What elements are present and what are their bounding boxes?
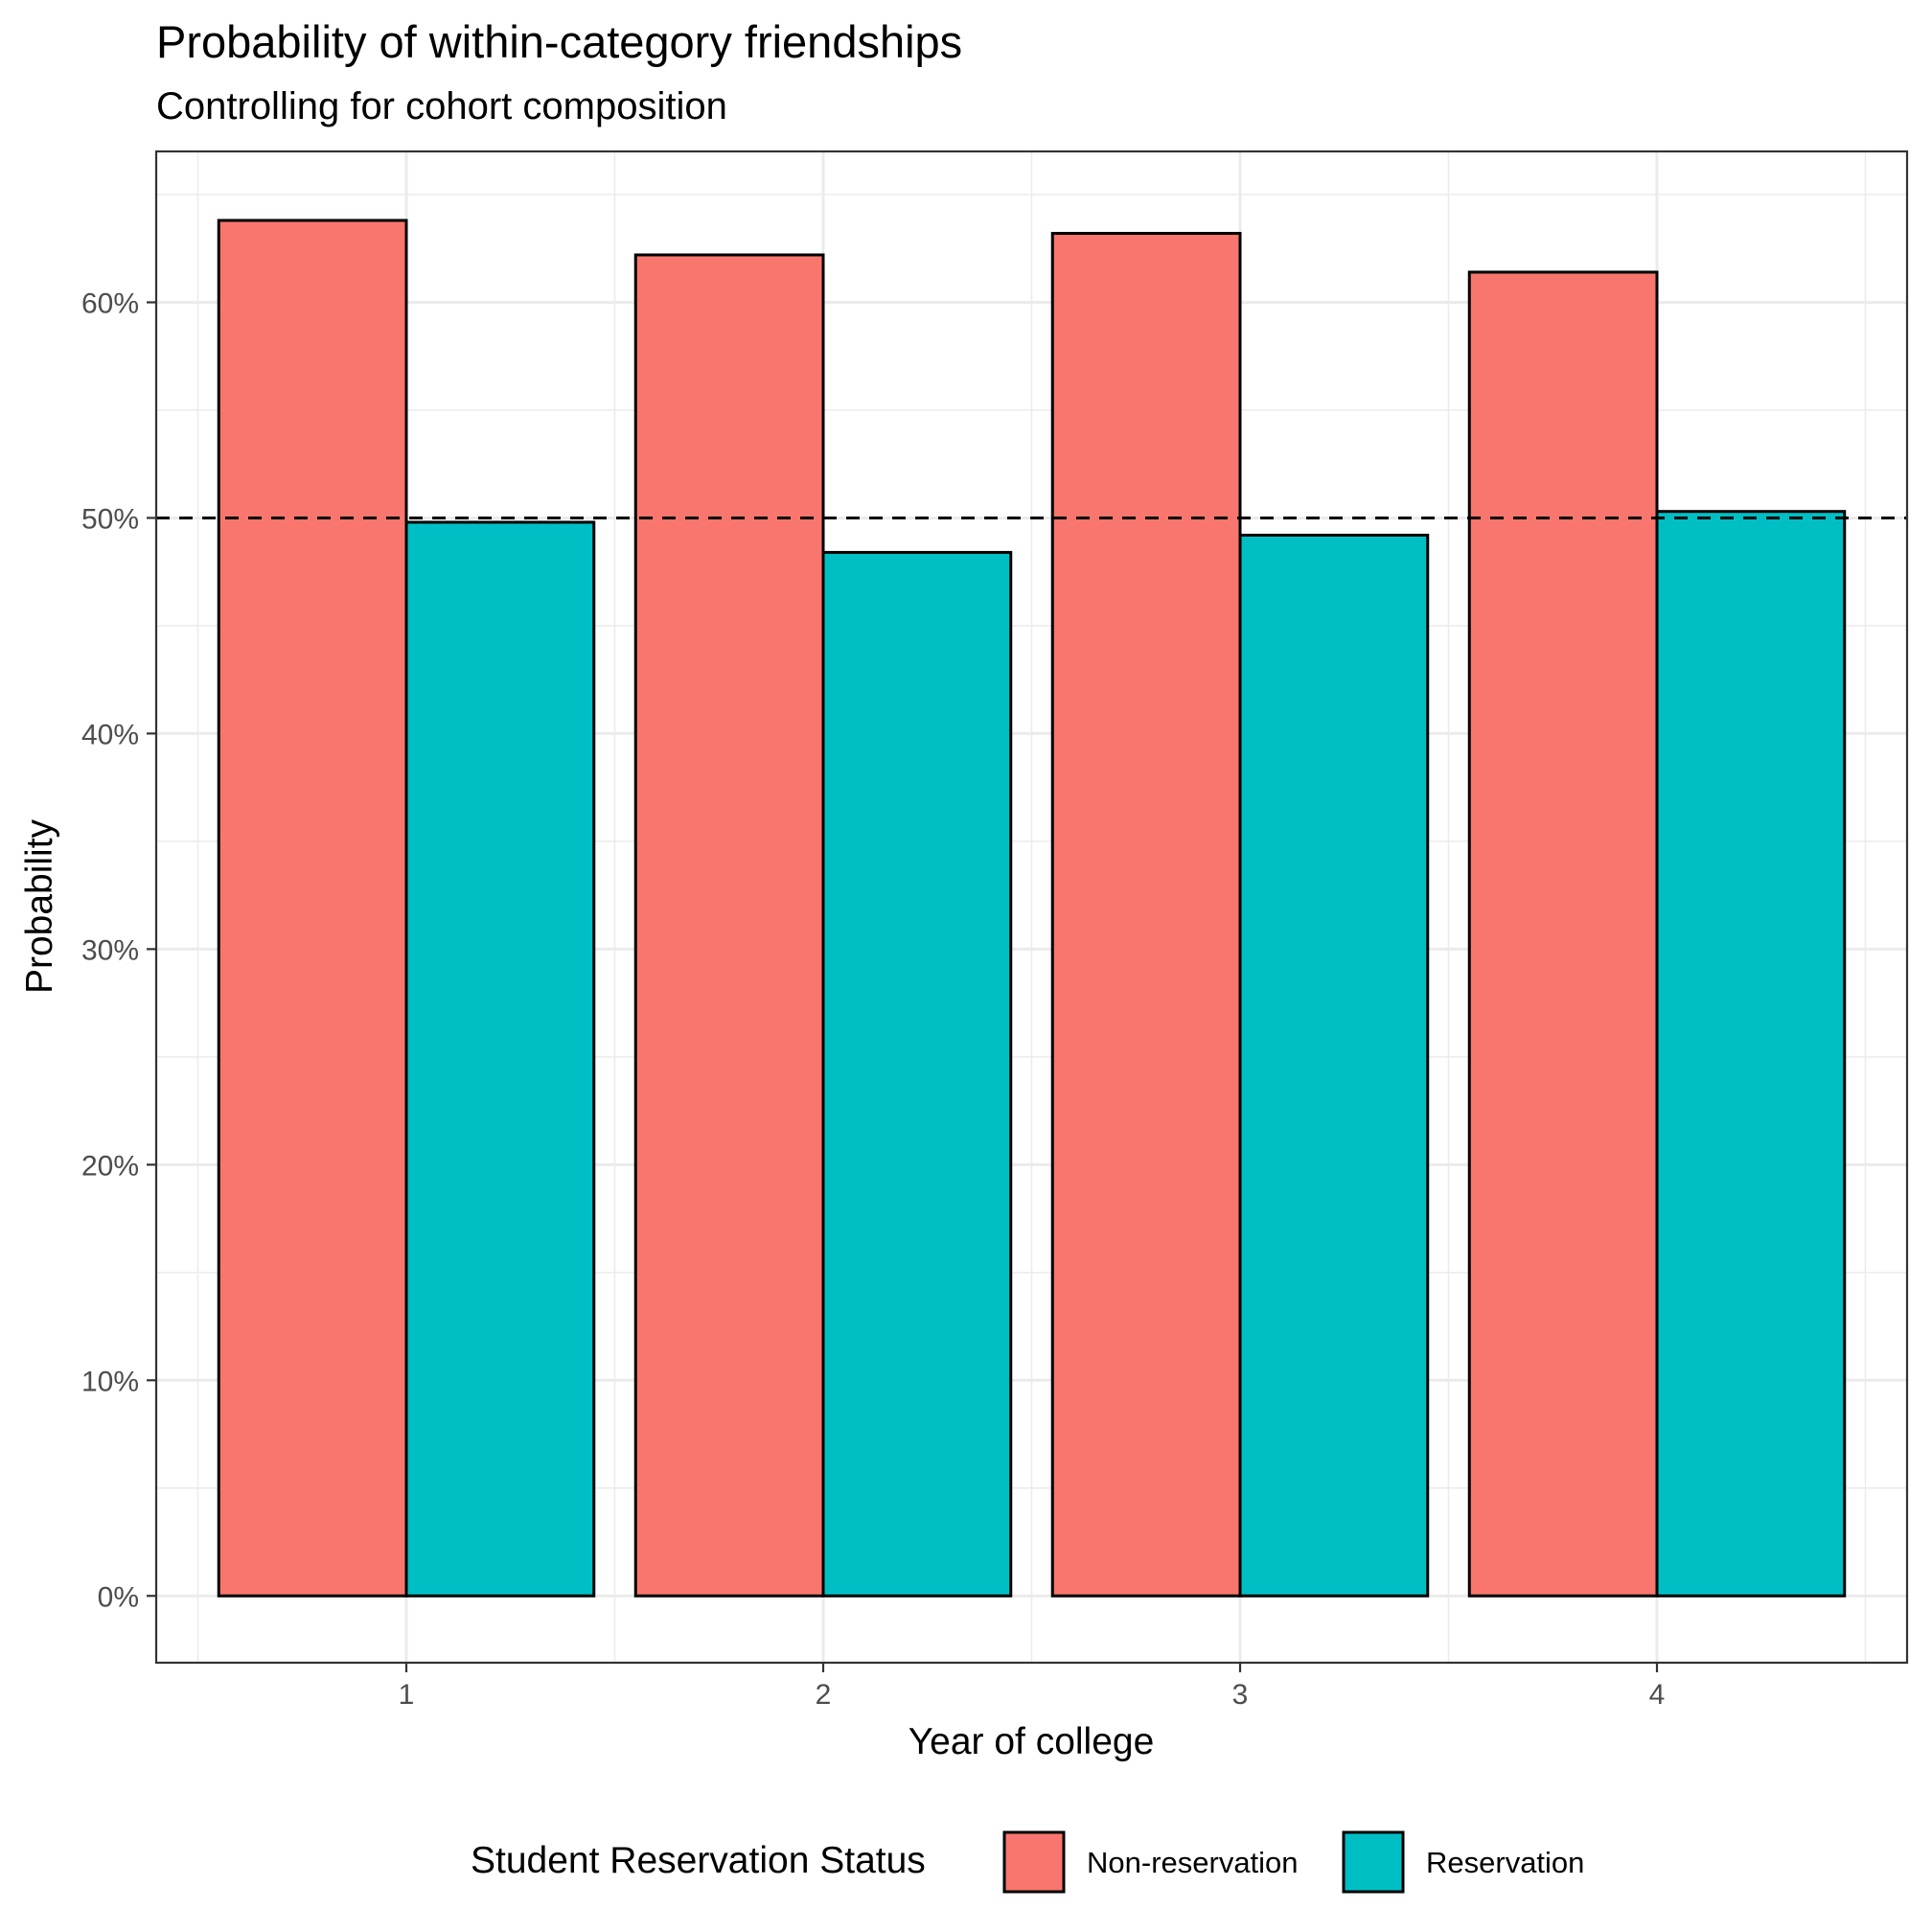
x-tick-label: 1 [399, 1679, 415, 1711]
plot-border [154, 150, 1909, 1665]
y-tick-label: 20% [81, 1150, 139, 1182]
y-tick-label: 60% [81, 288, 139, 319]
bars [217, 218, 1847, 1598]
chart-subtitle: Controlling for cohort composition [156, 85, 727, 127]
bar [1050, 231, 1242, 1598]
bar [217, 218, 408, 1598]
y-tick-label: 10% [81, 1366, 139, 1397]
bar [404, 520, 596, 1598]
y-tick-label: 50% [81, 503, 139, 535]
bar [633, 253, 825, 1598]
x-tick-label: 4 [1649, 1679, 1666, 1711]
chart-title: Probability of within-category friendshi… [156, 16, 962, 67]
legend-items: Non-reservation Reservation [1002, 1830, 1584, 1894]
legend-key [1002, 1830, 1066, 1894]
axes: 0% 10% 20% 30% 40% 50% 60% 1 2 3 4 [81, 288, 1665, 1711]
legend-label: Non-reservation [1087, 1846, 1299, 1879]
legend-title: Student Reservation Status [471, 1840, 926, 1881]
bar [1238, 533, 1430, 1598]
legend-key [1342, 1830, 1405, 1894]
x-tick-label: 2 [816, 1679, 832, 1711]
bar [821, 550, 1013, 1598]
y-tick-label: 0% [98, 1581, 139, 1613]
x-axis-title: Year of college [908, 1721, 1155, 1762]
bar [1655, 510, 1847, 1598]
y-tick-label: 30% [81, 934, 139, 966]
legend-label: Reservation [1426, 1846, 1584, 1879]
y-tick-label: 40% [81, 719, 139, 750]
legend: Student Reservation Status Non-reservati… [471, 1830, 1584, 1894]
y-axis-title: Probability [19, 818, 60, 994]
bar [1467, 270, 1659, 1598]
x-tick-label: 3 [1232, 1679, 1249, 1711]
